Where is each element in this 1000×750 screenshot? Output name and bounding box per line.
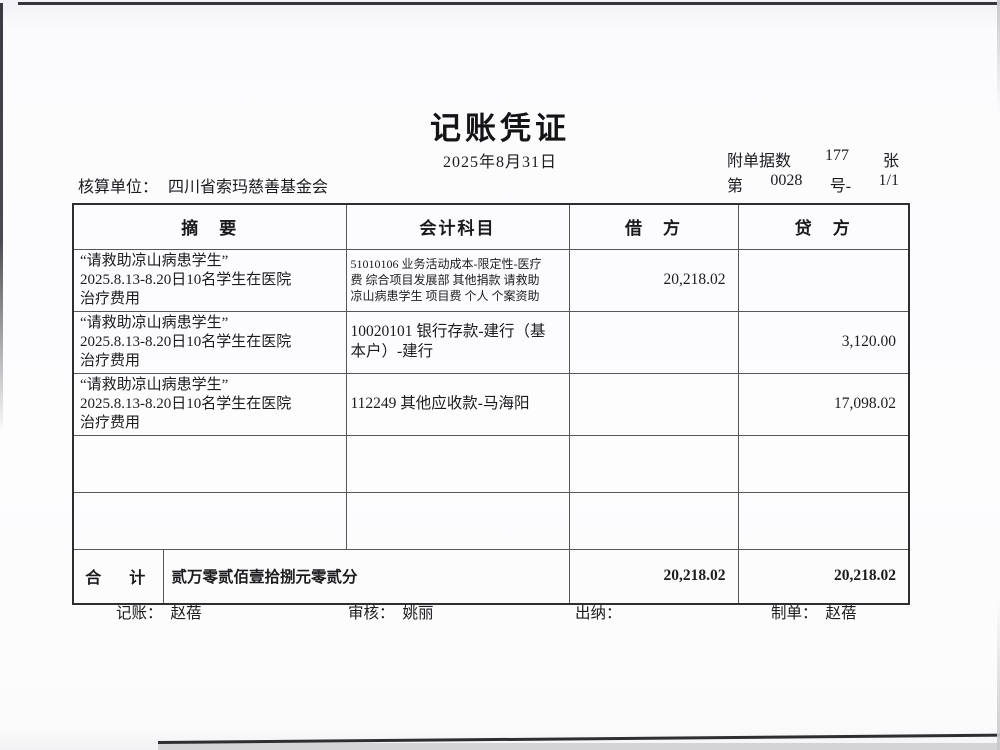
total-credit: 20,218.02 <box>737 548 910 605</box>
credit-cell <box>737 434 910 493</box>
credit-cell: 3,120.00 <box>737 310 910 374</box>
summary-line: “请救助凉山病患学生” <box>80 252 229 269</box>
attachment-label: 附单据数 <box>727 153 792 170</box>
accounting-unit-line: 核算单位： 四川省索玛慈善基金会 <box>78 173 328 197</box>
account-cell: 112249 其他应收款-马海阳 <box>345 372 570 436</box>
attachment-count-line: 附单据数 177 张 <box>727 147 899 171</box>
unit-name: 四川省索玛慈善基金会 <box>168 179 329 196</box>
account-cell <box>345 434 570 493</box>
total-debit: 20,218.02 <box>568 548 739 605</box>
attachment-unit: 张 <box>882 153 899 170</box>
summary-line: 2025.8.13-8.20日10名学生在医院 <box>80 271 292 288</box>
account-line: 112249 其他应收款-马海阳 <box>350 395 530 412</box>
number-prefix: 第 <box>727 178 744 195</box>
voucher-number-line: 第 0028 号- 1/1 <box>727 172 899 196</box>
summary-line: 治疗费用 <box>80 290 141 307</box>
total-amount-in-words: 贰万零贰佰壹拾捌元零贰分 <box>162 548 570 605</box>
account-line: 本户）-建行 <box>350 343 434 360</box>
table-row-empty <box>72 491 910 550</box>
total-row: 合 计 贰万零贰佰壹拾捌元零贰分 20,218.02 20,218.02 <box>72 548 910 605</box>
table-row: “请救助凉山病患学生” 2025.8.13-8.20日10名学生在医院 治疗费用… <box>72 372 910 436</box>
summary-line: 治疗费用 <box>80 352 141 369</box>
page-indicator: 1/1 <box>878 172 899 189</box>
reviewer-signature: 审核： 姚丽 <box>348 601 434 623</box>
cashier-signature: 出纳： <box>575 601 630 623</box>
preparer-signature: 制单： 赵蓓 <box>771 601 857 623</box>
header-account: 会计科目 <box>345 203 570 250</box>
summary-cell: “请救助凉山病患学生” 2025.8.13-8.20日10名学生在医院 治疗费用 <box>72 372 347 436</box>
credit-cell <box>737 248 910 312</box>
header-credit: 贷 方 <box>737 203 910 250</box>
voucher-title: 记账凭证 <box>430 111 570 146</box>
scan-edge-right <box>997 0 1000 750</box>
account-line: 10020101 银行存款-建行（基 <box>350 323 546 340</box>
unit-label: 核算单位： <box>78 179 159 196</box>
debit-cell <box>568 491 739 550</box>
bookkeeper-signature: 记账： 赵蓓 <box>116 601 202 623</box>
account-cell: 51010106 业务活动成本-限定性-医疗 费 综合项目发展部 其他捐款 请救… <box>345 248 570 312</box>
summary-line: 2025.8.13-8.20日10名学生在医院 <box>80 333 292 350</box>
summary-line: 2025.8.13-8.20日10名学生在医院 <box>80 395 292 412</box>
account-cell <box>345 491 570 550</box>
summary-line: “请救助凉山病患学生” <box>80 376 229 393</box>
number-suffix: 号- <box>829 178 852 195</box>
header-debit: 借 方 <box>568 203 739 250</box>
table-row: “请救助凉山病患学生” 2025.8.13-8.20日10名学生在医院 治疗费用… <box>72 248 910 312</box>
summary-cell: “请救助凉山病患学生” 2025.8.13-8.20日10名学生在医院 治疗费用 <box>72 248 347 312</box>
account-line: 凉山病患学生 项目费 个人 个案资助 <box>350 289 540 303</box>
preparer-label: 制单： <box>771 605 818 622</box>
table-row-empty <box>72 434 910 493</box>
signature-row: 记账： 赵蓓 审核： 姚丽 出纳： 制单： 赵蓓 <box>0 601 1000 625</box>
bookkeeper-name: 赵蓓 <box>170 605 202 622</box>
preparer-name: 赵蓓 <box>825 605 857 622</box>
debit-cell <box>568 372 739 436</box>
reviewer-name: 姚丽 <box>402 605 434 622</box>
debit-cell: 20,218.02 <box>568 248 739 312</box>
total-label: 合 计 <box>72 548 164 605</box>
account-line: 费 综合项目发展部 其他捐款 请救助 <box>350 273 540 287</box>
credit-cell: 17,098.02 <box>737 372 910 436</box>
debit-cell <box>568 310 739 374</box>
voucher-number: 0028 <box>770 172 803 189</box>
summary-line: 治疗费用 <box>80 414 141 431</box>
account-cell: 10020101 银行存款-建行（基 本户）-建行 <box>345 310 570 374</box>
voucher-table: 摘 要 会计科目 借 方 贷 方 “请救助凉山病患学生” 2025.8.13-8… <box>72 203 910 605</box>
voucher-date: 2025年8月31日 <box>442 154 557 171</box>
reviewer-label: 审核： <box>348 605 395 622</box>
summary-cell: “请救助凉山病患学生” 2025.8.13-8.20日10名学生在医院 治疗费用 <box>72 310 347 374</box>
scan-edge-top <box>18 2 1000 5</box>
summary-line: “请救助凉山病患学生” <box>80 314 229 331</box>
attachment-count: 177 <box>825 147 849 164</box>
account-line: 51010106 业务活动成本-限定性-医疗 <box>350 257 542 271</box>
table-row: “请救助凉山病患学生” 2025.8.13-8.20日10名学生在医院 治疗费用… <box>72 310 910 374</box>
scan-edge-left <box>0 3 3 433</box>
summary-cell <box>72 491 347 550</box>
debit-cell <box>568 434 739 493</box>
credit-cell <box>737 491 910 550</box>
summary-cell <box>72 434 347 493</box>
cashier-label: 出纳： <box>575 605 622 622</box>
header-summary: 摘 要 <box>72 203 347 250</box>
bookkeeper-label: 记账： <box>116 605 163 622</box>
scan-margin-bottom <box>158 743 1000 750</box>
table-header-row: 摘 要 会计科目 借 方 贷 方 <box>72 203 910 250</box>
